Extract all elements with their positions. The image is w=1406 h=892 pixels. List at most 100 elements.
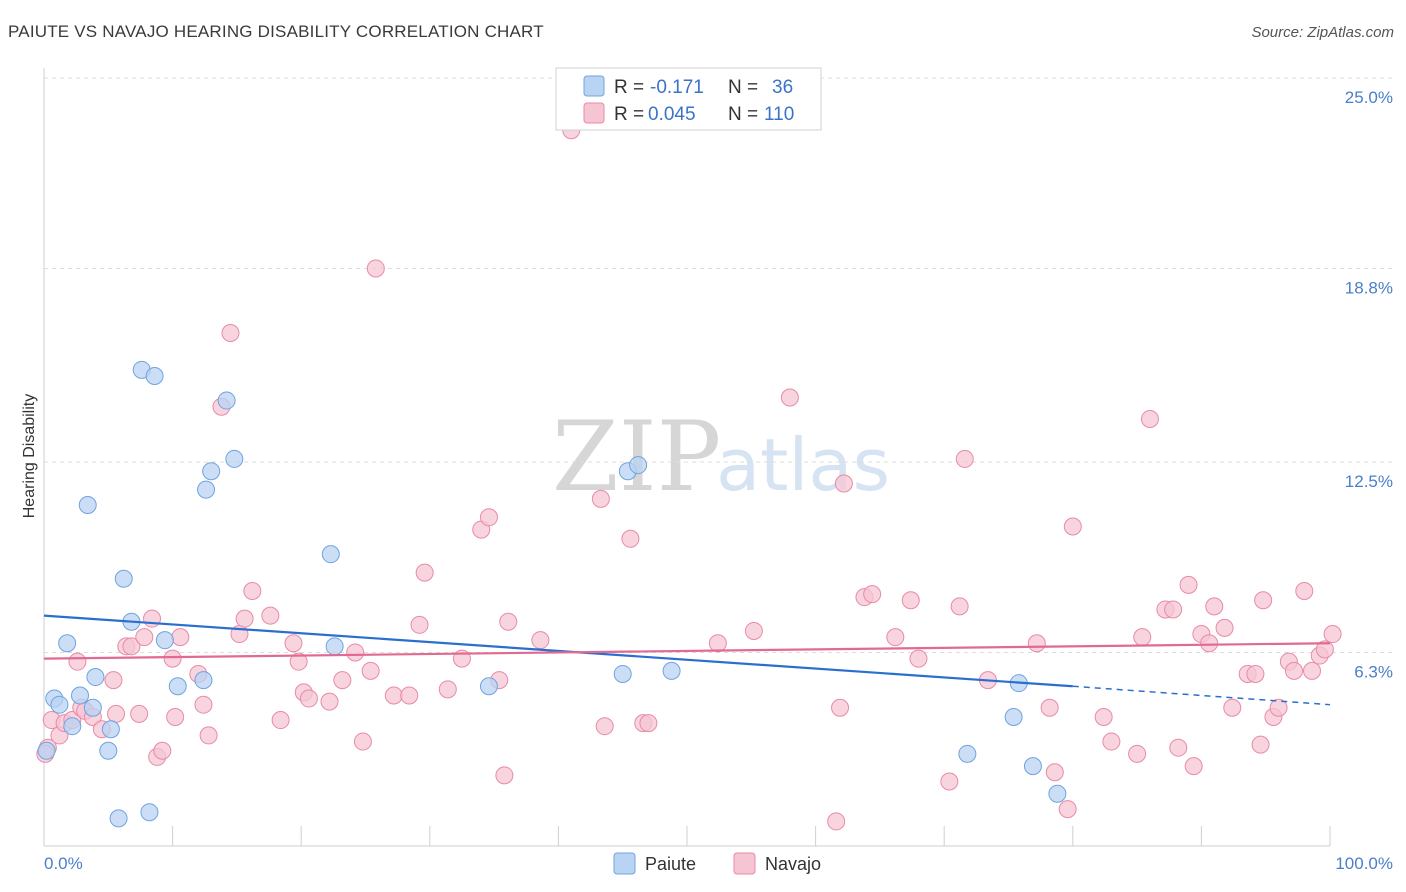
navajo-point [130,704,149,723]
navajo-point [346,643,365,662]
paiute-point [114,569,133,588]
navajo-point [1058,800,1077,819]
navajo-point [384,686,403,705]
navajo-point [595,717,614,736]
legend-stats: R = -0.171 N = 36 R = 0.045 N = 110 [555,67,822,131]
paiute-point [202,462,221,481]
navajo-point [591,489,610,508]
paiute-points [37,360,1067,828]
y-tick-label: 18.8% [1345,278,1393,297]
paiute-point [58,634,77,653]
y-tick-label: 6.3% [1354,662,1393,681]
paiute-point [168,677,187,696]
paiute-point [145,366,164,385]
paiute-point [958,744,977,763]
navajo-point [1315,640,1334,659]
navajo-point [166,707,185,726]
navajo-point [68,652,87,671]
navajo-point [1063,517,1082,536]
legend-n-label-navajo: N = [728,104,758,125]
paiute-trend-extension [1072,685,1331,706]
navajo-point [1027,634,1046,653]
y-tick-label: 25.0% [1345,88,1393,107]
navajo-point [400,686,419,705]
navajo-point [1284,661,1303,680]
navajo-point [284,634,303,653]
navajo-point [479,508,498,527]
y-axis-title: Hearing Disability [21,394,38,519]
navajo-point [1205,597,1224,616]
navajo-point [221,323,240,342]
navajo-point [107,704,126,723]
navajo-point [1102,732,1121,751]
navajo-point [744,621,763,640]
navajo-point [1223,698,1242,717]
navajo-point [1269,698,1288,717]
paiute-point [629,456,648,475]
navajo-point [353,732,372,751]
paiute-point [109,809,128,828]
navajo-point [1295,582,1314,601]
navajo-point [1184,757,1203,776]
navajo-point [171,628,190,647]
navajo-point [143,609,162,628]
navajo-point [495,766,514,785]
navajo-point [415,563,434,582]
paiute-point [325,637,344,656]
legend-bottom-label-navajo: Navajo [765,854,821,874]
navajo-point [289,652,308,671]
navajo-point [621,529,640,548]
navajo-point [199,726,218,745]
navajo-point [320,692,339,711]
navajo-point [955,449,974,468]
paiute-point [1004,707,1023,726]
navajo-point [950,597,969,616]
legend-r-label-paiute: R = [614,77,644,98]
navajo-point [1164,600,1183,619]
navajo-point [863,585,882,604]
watermark-atlas: atlas [716,423,890,507]
navajo-point [886,628,905,647]
navajo-point [940,772,959,791]
paiute-point [101,720,120,739]
x-tick-label-max: 100.0% [1335,854,1393,873]
navajo-point [1246,664,1265,683]
legend-bottom-swatch-navajo [733,852,756,875]
paiute-point [662,661,681,680]
navajo-point [831,698,850,717]
navajo-point [1133,628,1152,647]
paiute-point [99,741,118,760]
chart-source: Source: ZipAtlas.com [1251,24,1394,41]
paiute-point [1048,784,1067,803]
legend-r-value-paiute: -0.171 [650,77,704,98]
navajo-trend-line [43,642,1331,660]
navajo-point [1254,591,1273,610]
navajo-point [1140,409,1159,428]
navajo-point [1251,735,1270,754]
paiute-point [1023,757,1042,776]
paiute-point [78,496,97,515]
navajo-point [1302,661,1321,680]
navajo-point [901,591,920,610]
paiute-point [194,671,213,690]
paiute-point [50,695,69,714]
navajo-point [410,615,429,634]
paiute-point [37,741,56,760]
navajo-point [299,689,318,708]
legend-bottom-label-paiute: Paiute [645,854,696,874]
navajo-point [499,612,518,631]
x-tick-label-min: 0.0% [44,854,83,873]
navajo-point [708,634,727,653]
legend-series: Paiute Navajo [613,852,821,875]
paiute-point [479,677,498,696]
navajo-point [827,812,846,831]
navajo-point [366,259,385,278]
navajo-point [122,637,141,656]
paiute-point [217,391,236,410]
chart-title: PAIUTE VS NAVAJO HEARING DISABILITY CORR… [8,22,544,41]
navajo-point [235,609,254,628]
navajo-point [1200,634,1219,653]
legend-swatch-paiute [583,75,605,97]
paiute-trend-line [43,614,1073,688]
